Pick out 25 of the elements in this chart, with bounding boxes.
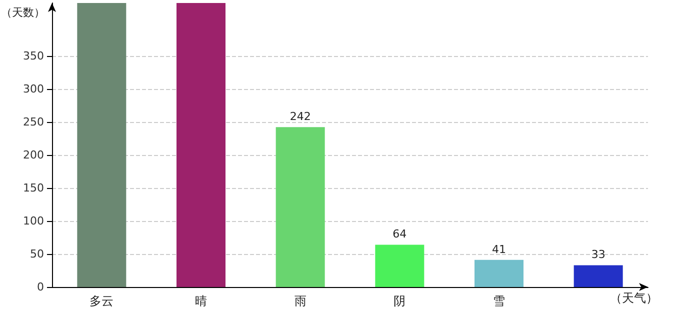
x-tick-label: 阴: [394, 294, 406, 308]
x-tick-label: 雨: [294, 294, 306, 308]
x-tick-label: 多云: [90, 294, 114, 308]
y-axis-title: （天数）: [1, 6, 45, 19]
bar: [474, 260, 524, 287]
x-axis-title: （天气）: [610, 291, 658, 305]
bar: [176, 3, 226, 287]
data-label: 41: [492, 242, 506, 256]
y-tick-label: 350: [23, 49, 44, 62]
data-label: 33: [591, 248, 606, 262]
y-tick-label: 50: [30, 247, 44, 260]
y-tick-label: 150: [23, 181, 44, 194]
y-tick-label: 0: [37, 280, 44, 294]
x-tick-label: 雪: [493, 294, 505, 308]
data-label: 64: [392, 228, 407, 241]
bar: [77, 3, 126, 287]
y-tick-label: 300: [23, 82, 44, 96]
x-tick-label: 晴: [195, 294, 207, 308]
bar: [375, 244, 424, 287]
data-label: 242: [290, 110, 311, 124]
y-tick-label: 100: [23, 214, 44, 228]
bar: [574, 265, 623, 287]
bar: [276, 127, 325, 287]
y-tick-label: 200: [23, 148, 44, 162]
y-tick-label: 250: [23, 115, 44, 128]
